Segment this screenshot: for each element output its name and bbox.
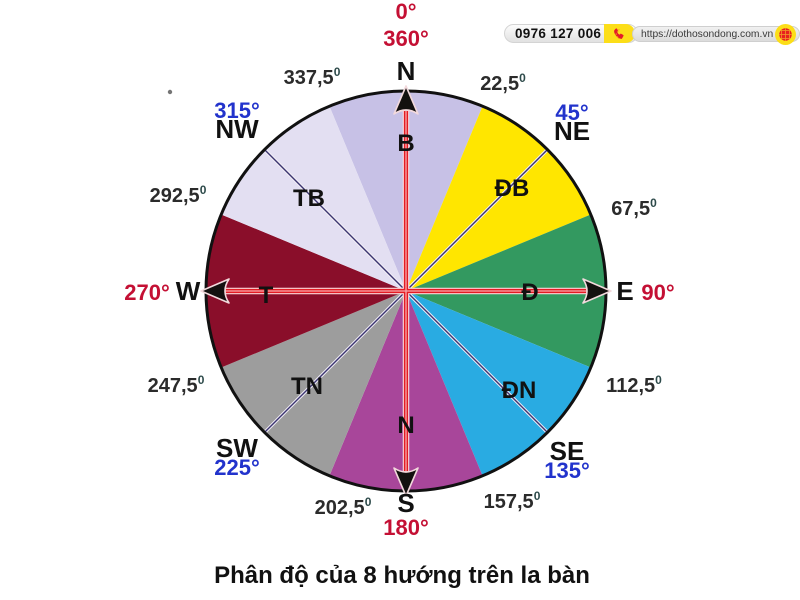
svg-text:TB: TB <box>293 185 325 212</box>
svg-text:180°: 180° <box>383 515 429 540</box>
svg-text:Phân độ của 8 hướng trên la bà: Phân độ của 8 hướng trên la bàn <box>214 562 590 589</box>
svg-text:22,50: 22,50 <box>480 71 526 95</box>
svg-text:N: N <box>397 412 414 439</box>
svg-text:292,50: 292,50 <box>150 183 207 207</box>
svg-text:Đ: Đ <box>521 279 538 306</box>
svg-text:360°: 360° <box>383 26 429 51</box>
svg-text:N: N <box>397 56 416 86</box>
svg-text:270°: 270° <box>124 280 170 305</box>
svg-text:157,50: 157,50 <box>484 489 541 513</box>
svg-text:90°: 90° <box>641 280 674 305</box>
svg-text:ĐN: ĐN <box>502 377 537 404</box>
svg-text:135°: 135° <box>544 458 590 483</box>
svg-text:TN: TN <box>291 373 323 400</box>
svg-text:112,50: 112,50 <box>606 373 662 397</box>
svg-text:T: T <box>259 282 274 309</box>
svg-text:225°: 225° <box>214 455 260 480</box>
svg-text:337,50: 337,50 <box>284 65 341 89</box>
svg-text:247,50: 247,50 <box>148 373 205 397</box>
svg-text:E: E <box>616 276 633 306</box>
svg-text:202,50: 202,50 <box>315 495 372 519</box>
svg-text:0°: 0° <box>395 0 416 24</box>
svg-text:67,50: 67,50 <box>611 196 657 220</box>
svg-text:ĐB: ĐB <box>495 175 530 202</box>
svg-text:S: S <box>397 488 414 518</box>
svg-text:45°: 45° <box>555 100 588 125</box>
svg-text:W: W <box>176 276 201 306</box>
svg-text:B: B <box>397 130 414 157</box>
svg-text:315°: 315° <box>214 98 260 123</box>
